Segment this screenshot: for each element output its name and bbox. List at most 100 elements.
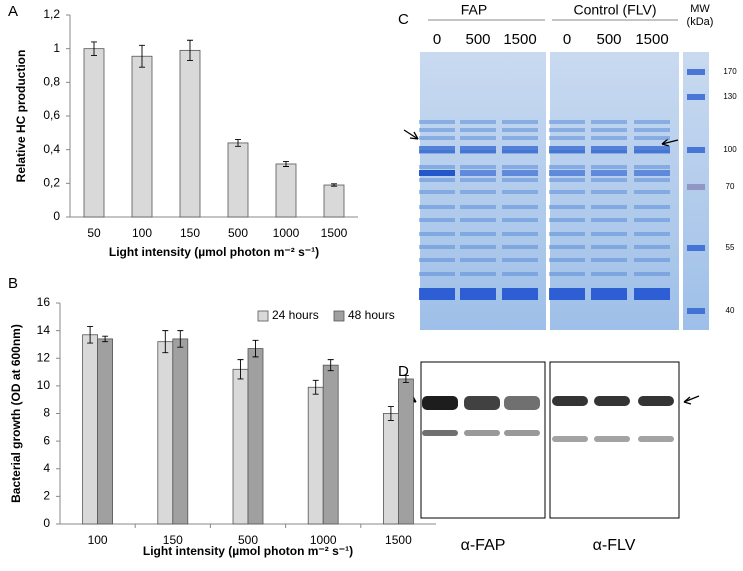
y-tick-label: 0	[43, 516, 50, 530]
x-axis-label: Light intensity (µmol photon m⁻² s⁻¹)	[109, 245, 319, 259]
marker-label: 55	[726, 243, 735, 252]
legend-label: 24 hours	[272, 308, 319, 322]
y-tick-label: 0,2	[43, 176, 60, 190]
gel-band	[419, 136, 455, 140]
arrow	[403, 129, 419, 140]
panel-label: C	[398, 11, 409, 28]
group-label: Control (FLV)	[574, 2, 657, 18]
bar	[232, 368, 249, 525]
gel-band	[634, 128, 670, 132]
marker-title: MW	[690, 3, 710, 15]
y-tick-label: 4	[43, 461, 50, 475]
blot-band	[594, 436, 630, 442]
gel-band	[460, 178, 496, 182]
gel-band	[460, 288, 496, 300]
marker-band	[687, 308, 705, 314]
gel-band	[460, 272, 496, 276]
error-bar	[252, 339, 259, 358]
gel-band	[634, 120, 670, 124]
blot-band	[638, 396, 674, 406]
marker-label: 170	[723, 67, 737, 76]
blot-band	[552, 436, 588, 442]
bar	[172, 338, 189, 525]
gel-band	[419, 258, 455, 262]
gel-band	[502, 120, 538, 124]
gel-band	[419, 245, 455, 249]
gel-band	[634, 288, 670, 300]
y-tick-label: 6	[43, 433, 50, 447]
error-bar	[102, 335, 109, 343]
error-bar	[235, 139, 241, 147]
gel-band	[460, 245, 496, 249]
gel-band	[419, 232, 455, 236]
gel-band	[591, 136, 627, 140]
gel-band	[502, 288, 538, 300]
bar	[247, 348, 264, 525]
blot-band	[594, 396, 630, 406]
legend-label: 48 hours	[348, 308, 395, 322]
gel-band	[634, 178, 670, 182]
x-tick-label: 100	[88, 533, 108, 547]
y-tick-label: 14	[37, 323, 51, 337]
y-tick-label: 0,4	[43, 142, 60, 156]
error-bar	[87, 326, 94, 344]
gel-band	[460, 218, 496, 222]
blot-band	[638, 436, 674, 442]
gel-band	[591, 120, 627, 124]
bar	[131, 55, 153, 218]
gel-band	[460, 136, 496, 140]
group-label: FAP	[461, 2, 487, 18]
error-bar	[91, 41, 97, 56]
gel-band	[634, 245, 670, 249]
gel-band	[591, 128, 627, 132]
gel-band	[502, 170, 538, 176]
bar	[179, 49, 201, 218]
gel-band	[419, 205, 455, 209]
lane-label: 500	[596, 31, 621, 48]
y-tick-label: 1,2	[43, 7, 60, 21]
bar	[323, 184, 345, 218]
gel-band	[591, 190, 627, 194]
arrow	[683, 395, 700, 405]
gel-band	[591, 245, 627, 249]
gel-band	[591, 272, 627, 276]
x-tick-label: 1000	[310, 533, 337, 547]
blot-band	[464, 396, 500, 410]
gel-band	[419, 170, 455, 176]
gel-band	[634, 218, 670, 222]
gel-band	[634, 170, 670, 176]
gel-band	[591, 170, 627, 176]
gel-band	[502, 165, 538, 169]
error-bar	[331, 183, 337, 187]
bar	[397, 378, 414, 525]
error-bar	[139, 44, 145, 68]
x-tick-label: 150	[163, 533, 183, 547]
gel-band	[419, 288, 455, 300]
gel-band	[502, 218, 538, 222]
legend-swatch	[333, 310, 345, 322]
x-tick-label: 100	[132, 226, 152, 240]
error-bar	[237, 359, 244, 380]
bar	[382, 413, 399, 525]
y-tick-label: 12	[37, 350, 51, 364]
y-tick-label: 8	[43, 406, 50, 420]
gel-band	[549, 146, 585, 153]
lane-label: 0	[563, 31, 571, 48]
panel-label: B	[8, 275, 18, 292]
gel-band	[549, 205, 585, 209]
gel-band	[549, 245, 585, 249]
error-bar	[312, 379, 319, 395]
error-bar	[283, 161, 289, 167]
gel-band	[549, 272, 585, 276]
gel-band	[502, 190, 538, 194]
error-bar	[387, 406, 394, 421]
gel-band	[634, 165, 670, 169]
gel-band	[549, 128, 585, 132]
lane-label: 1500	[503, 31, 536, 48]
bar	[322, 364, 339, 525]
gel-band	[634, 136, 670, 140]
blot-band	[504, 430, 540, 436]
gel-band	[460, 190, 496, 194]
y-tick-label: 0	[53, 209, 60, 223]
